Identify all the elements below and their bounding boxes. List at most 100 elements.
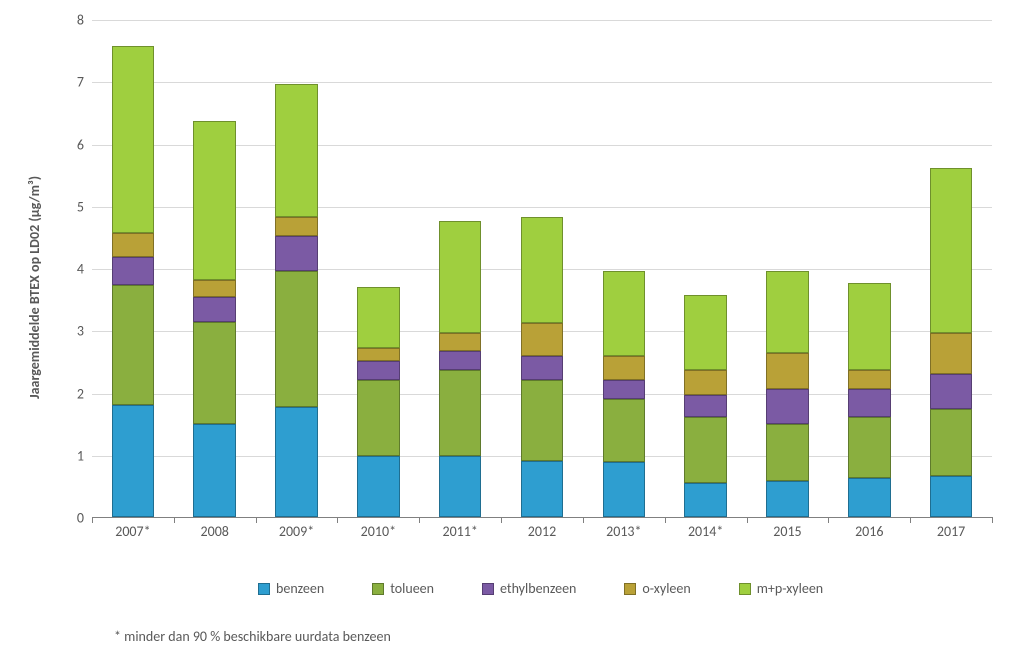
- legend-swatch: [739, 583, 751, 595]
- bar-segment-o_xyleen: [684, 370, 727, 395]
- bar-segment-benzeen: [193, 424, 236, 517]
- bar-group: [603, 19, 646, 517]
- legend-label: m+p-xyleen: [757, 580, 823, 597]
- bar-segment-mp_xyleen: [521, 217, 564, 323]
- bar-segment-ethylbenzeen: [930, 374, 973, 409]
- bar-segment-ethylbenzeen: [766, 389, 809, 424]
- legend-label: benzeen: [276, 580, 324, 597]
- bar-segment-o_xyleen: [521, 323, 564, 357]
- legend-item-mp_xyleen: m+p-xyleen: [739, 580, 823, 597]
- bar-segment-benzeen: [766, 481, 809, 517]
- bar-segment-ethylbenzeen: [357, 361, 400, 380]
- legend-label: tolueen: [390, 580, 434, 597]
- bar-segment-mp_xyleen: [439, 221, 482, 333]
- y-tick-label: 7: [77, 74, 92, 91]
- bar-group: [112, 19, 155, 517]
- bar-segment-mp_xyleen: [766, 271, 809, 353]
- legend-item-ethylbenzeen: ethylbenzeen: [482, 580, 576, 597]
- y-tick-label: 1: [77, 447, 92, 464]
- bar-segment-o_xyleen: [357, 348, 400, 362]
- bar-segment-mp_xyleen: [603, 271, 646, 357]
- bar-segment-ethylbenzeen: [439, 351, 482, 370]
- y-tick-label: 6: [77, 136, 92, 153]
- bar-group: [275, 19, 318, 517]
- bar-group: [930, 19, 973, 517]
- legend: benzeen tolueen ethylbenzeen o-xyleen m+p-xy…: [258, 580, 823, 597]
- bar-segment-tolueen: [357, 380, 400, 456]
- bar-group: [766, 19, 809, 517]
- bar-segment-o_xyleen: [603, 356, 646, 380]
- x-tick: [747, 517, 748, 523]
- legend-item-tolueen: tolueen: [372, 580, 434, 597]
- bars-layer: [92, 20, 992, 517]
- x-tick-label: 2010*: [361, 523, 396, 540]
- bar-group: [357, 19, 400, 517]
- bar-segment-ethylbenzeen: [684, 395, 727, 417]
- bar-segment-tolueen: [193, 322, 236, 424]
- bar-segment-tolueen: [112, 285, 155, 405]
- bar-segment-mp_xyleen: [193, 121, 236, 280]
- x-tick-label: 2007*: [115, 523, 150, 540]
- bar-segment-o_xyleen: [193, 280, 236, 296]
- legend-item-o_xyleen: o-xyleen: [624, 580, 690, 597]
- x-tick-label: 2015: [773, 523, 801, 540]
- bar-group: [521, 19, 564, 517]
- legend-swatch: [258, 583, 270, 595]
- x-tick-label: 2014*: [688, 523, 723, 540]
- y-tick-label: 2: [77, 385, 92, 402]
- bar-group: [439, 19, 482, 517]
- x-tick-label: 2016: [855, 523, 883, 540]
- bar-segment-benzeen: [112, 405, 155, 517]
- x-tick: [419, 517, 420, 523]
- bar-segment-benzeen: [603, 462, 646, 517]
- bar-group: [193, 19, 236, 517]
- legend-label: o-xyleen: [642, 580, 690, 597]
- bar-segment-tolueen: [766, 424, 809, 481]
- bar-segment-o_xyleen: [848, 370, 891, 389]
- bar-segment-benzeen: [275, 407, 318, 517]
- bar-segment-tolueen: [684, 417, 727, 483]
- x-tick: [828, 517, 829, 523]
- y-tick-label: 5: [77, 198, 92, 215]
- y-tick-label: 8: [77, 12, 92, 29]
- x-tick: [337, 517, 338, 523]
- bar-segment-ethylbenzeen: [112, 257, 155, 286]
- footnote: * minder dan 90 % beschikbare uurdata be…: [114, 628, 391, 645]
- y-tick-label: 3: [77, 323, 92, 340]
- bar-segment-benzeen: [357, 456, 400, 517]
- btex-stacked-bar-chart: Jaargemiddelde BTEX op LD02 (µg/m³) 0123…: [0, 0, 1024, 669]
- bar-segment-mp_xyleen: [930, 168, 973, 332]
- bar-segment-ethylbenzeen: [193, 297, 236, 322]
- bar-segment-tolueen: [521, 380, 564, 461]
- x-tick-label: 2013*: [606, 523, 641, 540]
- legend-swatch: [482, 583, 494, 595]
- legend-swatch: [372, 583, 384, 595]
- x-tick: [92, 517, 93, 523]
- bar-segment-mp_xyleen: [357, 287, 400, 348]
- bar-segment-o_xyleen: [275, 217, 318, 236]
- legend-swatch: [624, 583, 636, 595]
- bar-segment-ethylbenzeen: [275, 236, 318, 271]
- legend-label: ethylbenzeen: [500, 580, 576, 597]
- bar-segment-tolueen: [603, 399, 646, 462]
- x-tick: [256, 517, 257, 523]
- bar-segment-benzeen: [439, 456, 482, 517]
- bar-segment-mp_xyleen: [684, 295, 727, 370]
- y-axis-title: Jaargemiddelde BTEX op LD02 (µg/m³): [26, 176, 43, 399]
- y-tick-label: 4: [77, 261, 92, 278]
- bar-segment-ethylbenzeen: [603, 380, 646, 399]
- bar-segment-tolueen: [439, 370, 482, 456]
- x-tick-label: 2017: [937, 523, 965, 540]
- x-tick-label: 2008: [201, 523, 229, 540]
- bar-segment-mp_xyleen: [848, 283, 891, 370]
- bar-segment-o_xyleen: [930, 333, 973, 374]
- plot-area: 012345678 2007*20082009*2010*2011*201220…: [92, 20, 992, 518]
- x-tick: [910, 517, 911, 523]
- bar-segment-benzeen: [848, 478, 891, 517]
- bar-segment-mp_xyleen: [112, 46, 155, 233]
- x-tick-label: 2009*: [279, 523, 314, 540]
- bar-segment-mp_xyleen: [275, 84, 318, 217]
- x-tick: [665, 517, 666, 523]
- bar-segment-ethylbenzeen: [521, 356, 564, 380]
- bar-segment-tolueen: [930, 409, 973, 476]
